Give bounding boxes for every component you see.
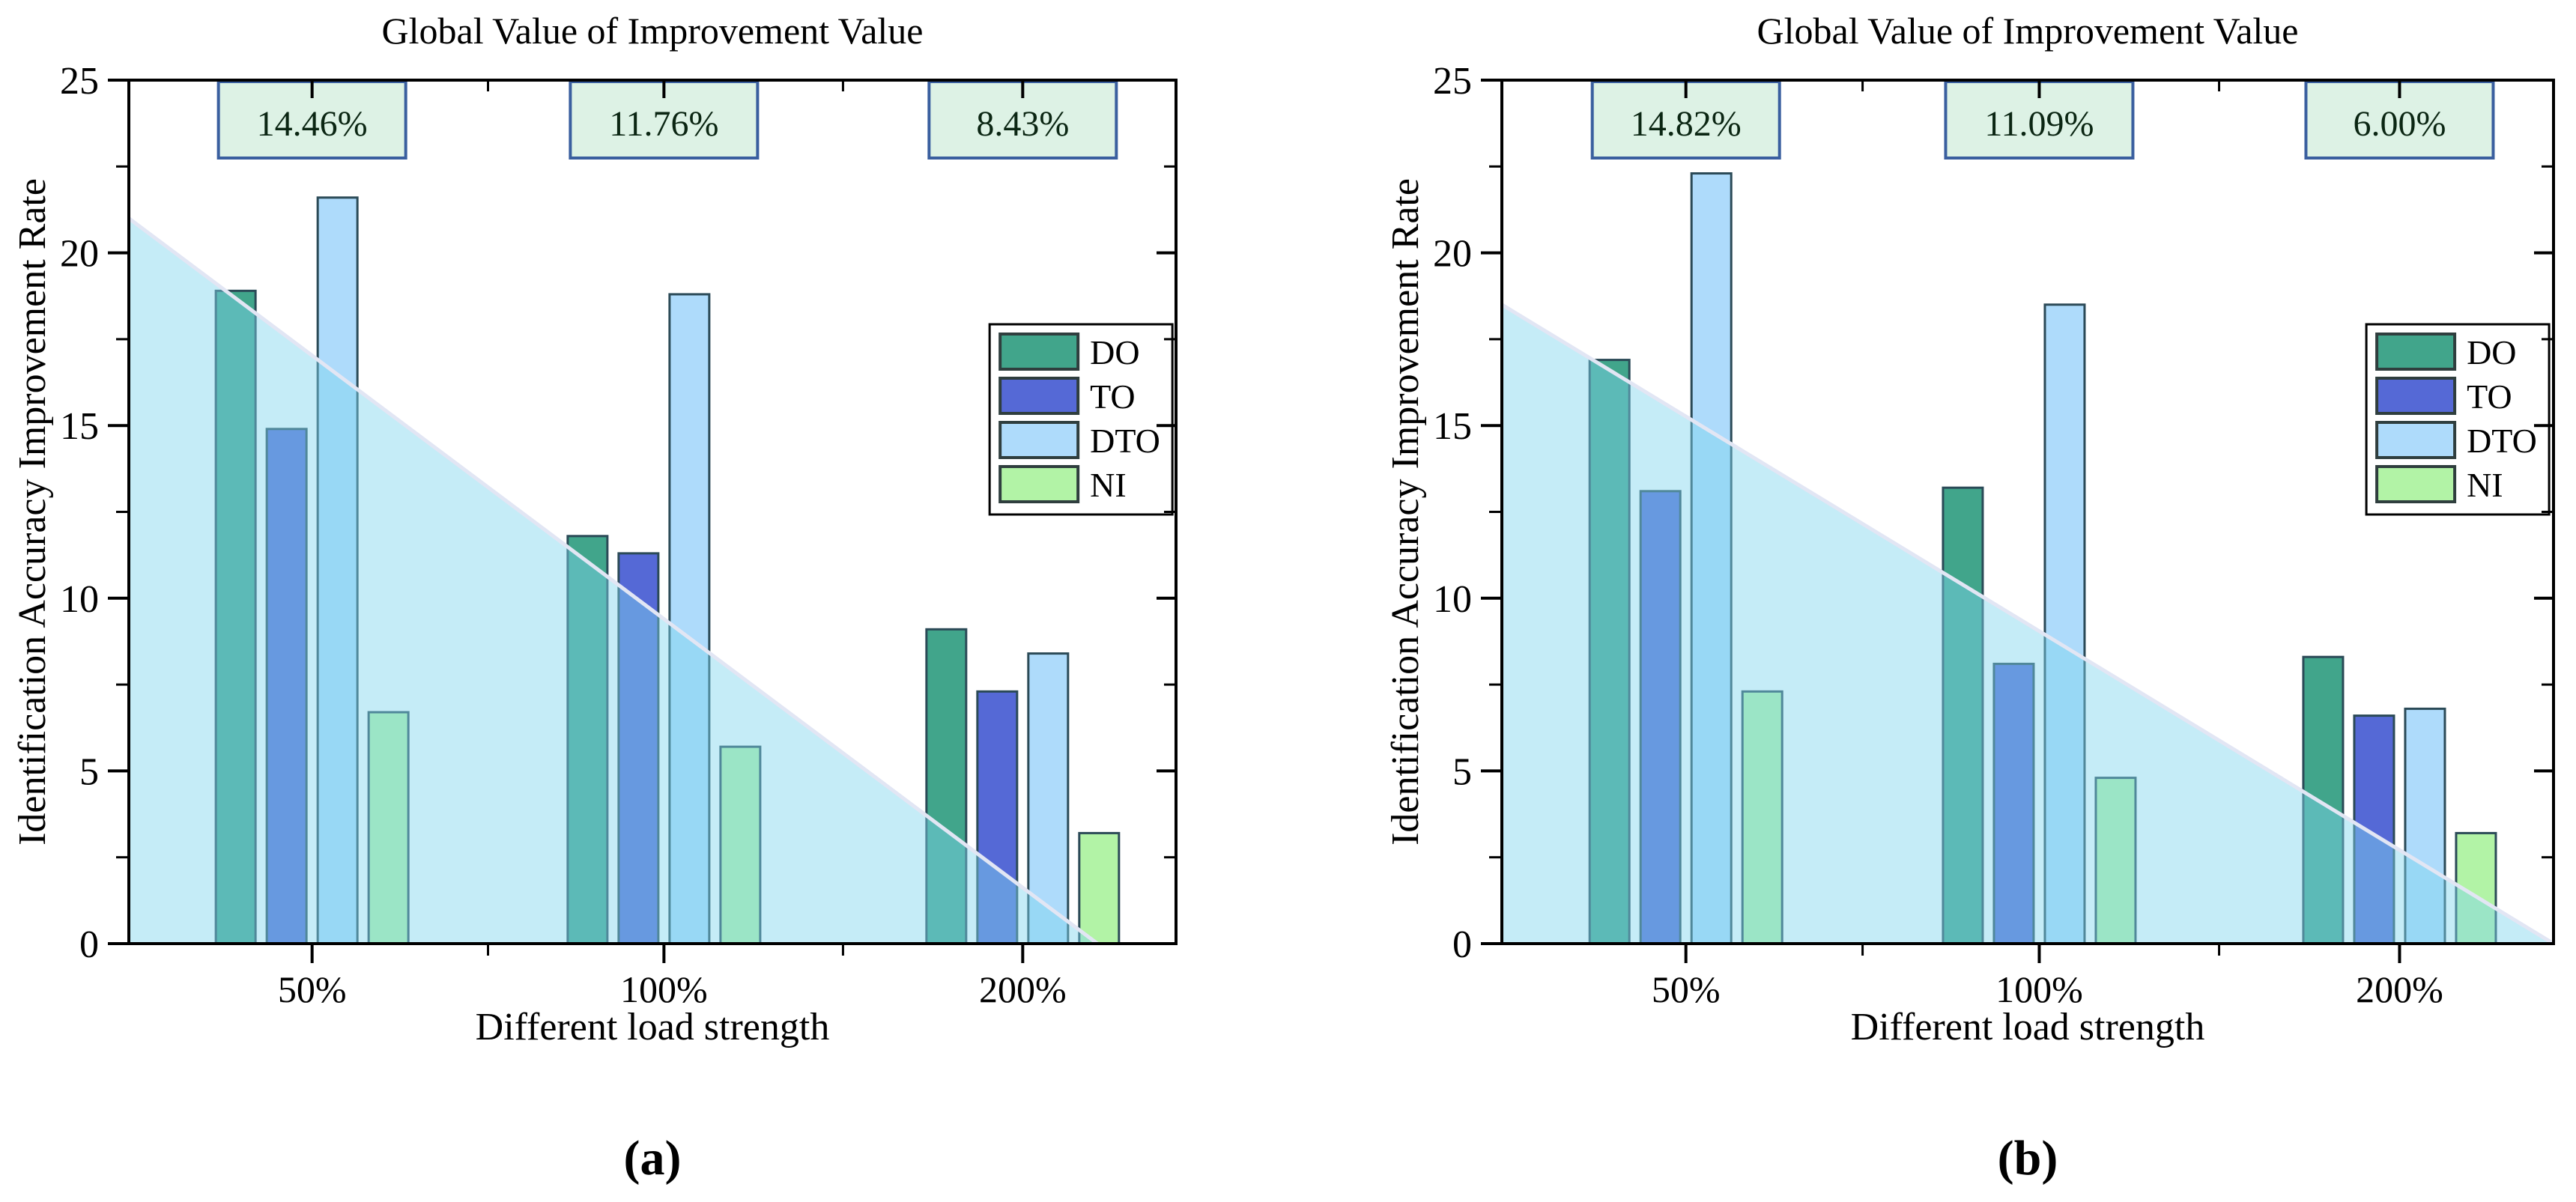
bar-NI-100% (2094, 777, 2137, 945)
y-tick-label: 20 (60, 233, 99, 276)
y-tick-label: 0 (79, 923, 99, 966)
chart-panel-b: DO TO DTO NI 14.82% 11.09% 6.00% 0 5 10 15 20 25 50% 1… (1384, 10, 2555, 1186)
legend-swatch-DO (2375, 333, 2457, 371)
x-tick-label: 200% (979, 968, 1067, 1010)
bar-TO-100% (1992, 662, 2035, 945)
y-tick-label: 5 (79, 750, 99, 793)
panel-caption: (b) (1998, 1131, 2058, 1186)
y-axis-label: Identification Accuracy Improvement Rate (11, 178, 54, 846)
y-tick-label: 25 (60, 60, 99, 103)
y-tick-label: 20 (1433, 233, 1472, 276)
legend-swatch-DTO (2375, 421, 2457, 459)
legend-swatch-NI (2375, 465, 2457, 503)
chart-title: Global Value of Improvement Value (382, 10, 924, 52)
y-tick-label: 0 (1452, 923, 1472, 966)
bar-NI-200% (1078, 831, 1121, 945)
x-axis-label: Different load strength (1851, 1006, 2205, 1048)
y-tick-label: 15 (1433, 405, 1472, 448)
y-tick-label: 5 (1452, 750, 1472, 793)
x-tick-label: 50% (278, 968, 347, 1010)
x-tick-label: 200% (2356, 968, 2443, 1010)
bar-DTO-100% (668, 293, 711, 945)
bar-DO-100% (1942, 486, 1984, 945)
legend-swatch-DTO (998, 421, 1080, 459)
x-tick-label: 100% (1995, 968, 2083, 1010)
annotation-label: 6.00% (2353, 104, 2446, 144)
plot-border (127, 79, 1178, 945)
annotation-label: 8.43% (976, 104, 1069, 144)
bar-NI-50% (1741, 690, 1783, 945)
legend-label-NI: NI (2467, 466, 2503, 504)
y-axis-label: Identification Accuracy Improvement Rate (1384, 178, 1427, 846)
legend-label-TO: TO (1090, 377, 1136, 416)
legend-label-DO: DO (2467, 333, 2516, 371)
legend-swatch-DO (998, 333, 1080, 371)
legend: DO TO DTO NI (2365, 323, 2551, 516)
legend-label-NI: NI (1090, 466, 1127, 504)
y-tick-label: 15 (60, 405, 99, 448)
annotation-label: 11.76% (609, 104, 718, 144)
bar-TO-200% (976, 690, 1019, 945)
annotation-label: 14.46% (257, 104, 368, 144)
bar-DO-200% (925, 628, 968, 945)
plot-border (1500, 79, 2555, 945)
panel-caption: (a) (624, 1131, 682, 1186)
bar-TO-50% (265, 428, 308, 945)
bar-DO-50% (1588, 359, 1631, 945)
legend-label-DTO: DTO (1090, 422, 1160, 460)
trend-line (127, 216, 1099, 946)
trend-line (1500, 303, 2555, 946)
x-tick-label: 100% (620, 968, 708, 1010)
chart-title: Global Value of Improvement Value (1757, 10, 2299, 52)
legend: DO TO DTO NI (988, 323, 1174, 516)
y-tick-label: 10 (1433, 578, 1472, 621)
bar-DTO-200% (2404, 707, 2446, 945)
bar-TO-50% (1639, 490, 1682, 945)
legend-label-TO: TO (2467, 377, 2512, 416)
chart-panel-a: DO TO DTO NI 14.46% 11.76% 8.43% 0 5 10 15 20 25 50% 1… (11, 10, 1178, 1186)
bar-TO-200% (2353, 714, 2395, 945)
legend-label-DTO: DTO (2467, 422, 2537, 460)
legend-swatch-TO (998, 377, 1080, 415)
legend-swatch-TO (2375, 377, 2457, 415)
bar-NI-100% (719, 745, 762, 945)
legend-swatch-NI (998, 465, 1080, 503)
y-tick-label: 25 (1433, 60, 1472, 103)
bar-DTO-50% (316, 196, 359, 945)
x-axis-label: Different load strength (476, 1006, 830, 1048)
bar-DO-50% (214, 289, 257, 945)
annotation-label: 14.82% (1631, 104, 1742, 144)
x-tick-label: 50% (1652, 968, 1721, 1010)
legend-label-DO: DO (1090, 333, 1139, 371)
annotation-label: 11.09% (1984, 104, 2094, 144)
y-tick-label: 10 (60, 578, 99, 621)
